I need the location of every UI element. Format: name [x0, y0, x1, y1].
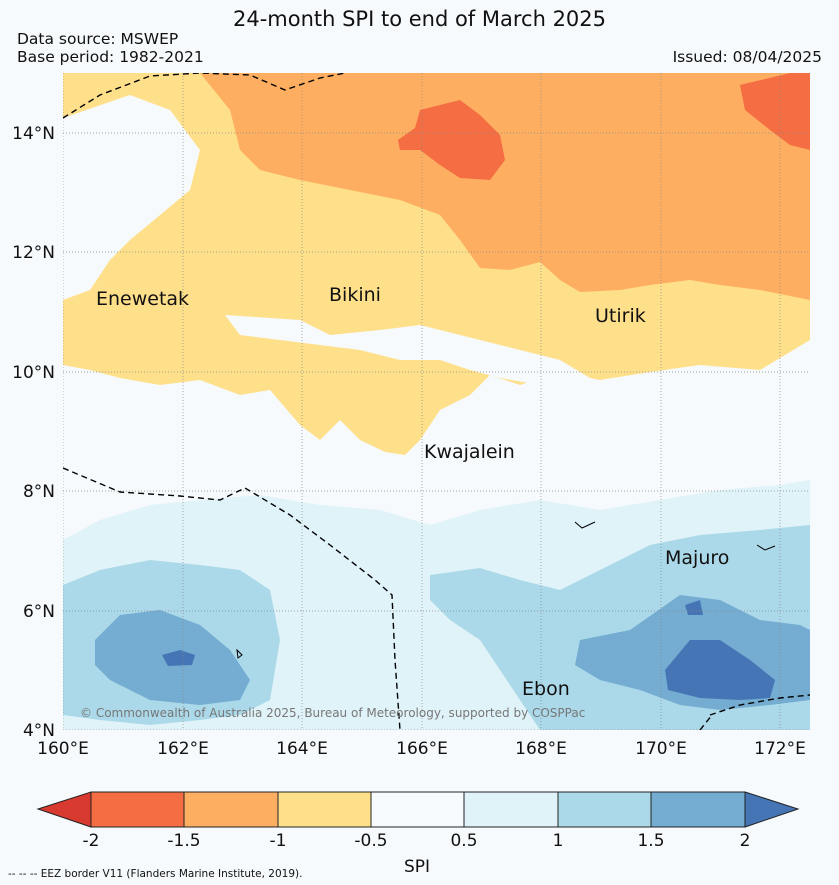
- colorbar-tick: 1.5: [637, 831, 664, 851]
- lat-label: 4°N: [23, 721, 55, 741]
- lon-label: 160°E: [37, 739, 89, 759]
- lon-label: 162°E: [157, 739, 209, 759]
- colorbar-segment: [370, 791, 465, 828]
- place-majuro: Majuro: [665, 547, 729, 569]
- lat-label: 10°N: [12, 363, 55, 383]
- colorbar-segment: [36, 791, 92, 828]
- colorbar-segment: [650, 791, 746, 828]
- colorbar-segment: [90, 791, 185, 828]
- place-bikini: Bikini: [329, 284, 381, 306]
- base-period-text: Base period: 1982-2021: [17, 48, 204, 66]
- colorbar-segment: [183, 791, 279, 828]
- spi-contours: [63, 73, 810, 730]
- spi-zone-normal-pocket: [225, 315, 590, 385]
- colorbar-tick: 0.5: [450, 831, 477, 851]
- footnote-eez: -- -- -- EEZ border V11 (Flanders Marine…: [8, 868, 302, 880]
- colorbar-tick: 1: [553, 831, 564, 851]
- spi-zone-wet-extreme: [685, 600, 703, 615]
- colorbar-tick: -1: [270, 831, 287, 851]
- lon-label: 164°E: [276, 739, 328, 759]
- spi-zone-dry-severe: [740, 73, 810, 150]
- colorbar-label: SPI: [404, 857, 430, 877]
- lat-label: 14°N: [12, 124, 55, 144]
- lon-label: 170°E: [635, 739, 687, 759]
- colorbar-tick: 2: [740, 831, 751, 851]
- place-utirik: Utirik: [595, 305, 646, 327]
- lat-label: 6°N: [23, 602, 55, 622]
- issued-date-text: Issued: 08/04/2025: [672, 48, 822, 66]
- spi-colorbar: [36, 791, 800, 828]
- place-kwajalein: Kwajalein: [424, 441, 515, 463]
- colorbar-ticks: -2 -1.5 -1 -0.5 0.5 1 1.5 2: [83, 831, 751, 851]
- lat-label: 8°N: [23, 482, 55, 502]
- spi-zone-dry-severe: [398, 100, 505, 180]
- map-title: 24-month SPI to end of March 2025: [232, 7, 607, 31]
- eez-border: [63, 73, 810, 730]
- lon-label: 166°E: [396, 739, 448, 759]
- colorbar-tick: -1.5: [167, 831, 200, 851]
- colorbar-segment: [557, 791, 652, 828]
- spi-zone-wet-extreme: [162, 650, 195, 666]
- lon-label: 172°E: [754, 739, 806, 759]
- island-outlines: [236, 521, 776, 659]
- colorbar-segment: [463, 791, 559, 828]
- colorbar-segment: [744, 791, 800, 828]
- lon-axis: 160°E 162°E 164°E 166°E 168°E 170°E 172°…: [37, 739, 806, 759]
- lat-axis: 14°N 12°N 10°N 8°N 6°N 4°N: [12, 124, 55, 741]
- data-source-text: Data source: MSWEP: [17, 30, 179, 48]
- colorbar-tick: -2: [83, 831, 100, 851]
- spi-zone-normal-pocket: [63, 95, 200, 300]
- place-enewetak: Enewetak: [96, 288, 189, 310]
- spi-zone-dry-moderate: [200, 73, 810, 300]
- colorbar-tick: -0.5: [354, 831, 387, 851]
- place-labels: Enewetak Bikini Utirik Kwajalein Majuro …: [96, 284, 729, 700]
- lon-label: 168°E: [515, 739, 567, 759]
- place-ebon: Ebon: [522, 678, 570, 700]
- spi-zone-wet-extreme: [665, 640, 775, 700]
- colorbar-segment: [277, 791, 372, 828]
- copyright-text: © Commonwealth of Australia 2025, Bureau…: [80, 706, 585, 720]
- lat-label: 12°N: [12, 243, 55, 263]
